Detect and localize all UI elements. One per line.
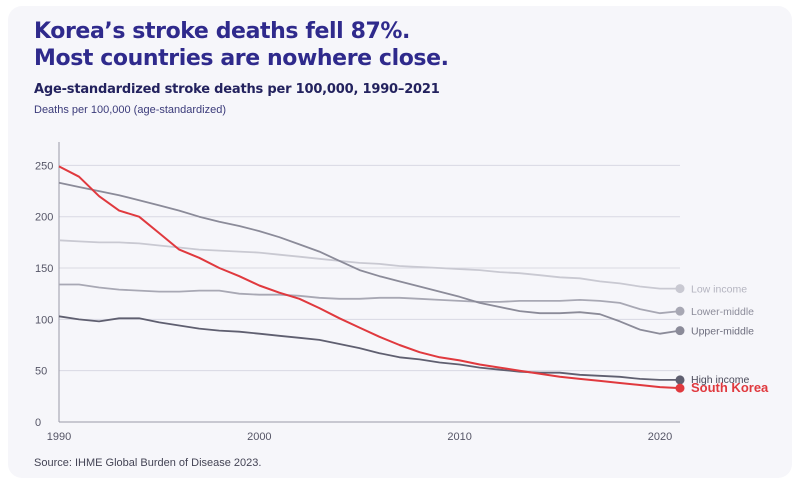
chart-card (8, 6, 792, 478)
x-tick-label-1990: 1990 (47, 431, 71, 443)
series-line-upper-middle (58, 181, 681, 335)
x-tick-label-2010: 2010 (447, 431, 471, 443)
series-endpoint-high-income (675, 375, 685, 385)
series-endpoint-upper-middle (675, 326, 685, 336)
series-endpoint-lower-middle (675, 306, 685, 316)
y-tick-label-200: 200 (35, 212, 53, 224)
series-endpoint-low-income (675, 284, 685, 294)
y-tick-label-100: 100 (35, 314, 53, 326)
series-line-low-income (58, 239, 680, 290)
y-tick-label-250: 250 (35, 160, 53, 172)
x-tick-label-2000: 2000 (247, 431, 271, 443)
y-tick-label-50: 50 (35, 366, 47, 378)
y-tick-label-150: 150 (35, 263, 53, 275)
x-tick-label-2020: 2020 (648, 431, 672, 443)
series-label-lower-middle: Lower-middle (691, 306, 754, 318)
chart-subtitle: Age-standardized stroke deaths per 100,0… (34, 82, 440, 97)
series-label-upper-middle: Upper-middle (691, 326, 754, 338)
series-label-south-korea: South Korea (691, 380, 769, 395)
series-label-high-income: High income (691, 374, 750, 386)
series-line-south-korea (58, 165, 681, 390)
title-line-2: Most countries are nowhere close. (34, 46, 449, 71)
y-axis-unit-label: Deaths per 100,000 (age-standardized) (34, 104, 227, 116)
source-note: Source: IHME Global Burden of Disease 20… (34, 457, 262, 469)
series-label-low-income: Low income (691, 284, 747, 296)
chart-title: Korea’s stroke deaths fell 87%. Most cou… (34, 18, 449, 72)
series-endpoint-south-korea (675, 383, 685, 393)
y-tick-label-0: 0 (35, 417, 41, 429)
series-line-high-income (58, 315, 680, 381)
title-line-1: Korea’s stroke deaths fell 87%. (34, 19, 410, 44)
series-line-lower-middle (59, 283, 681, 315)
